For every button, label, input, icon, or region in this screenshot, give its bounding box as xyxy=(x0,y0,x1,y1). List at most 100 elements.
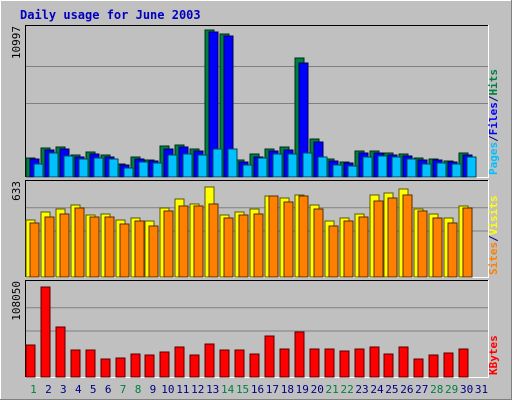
x-axis-day-label: 31 xyxy=(475,383,488,396)
bar-sites-day-1 xyxy=(29,222,40,278)
bar-sites-day-2 xyxy=(44,216,55,278)
bar-sites-day-10 xyxy=(163,210,174,278)
bar-kbytes-day-13 xyxy=(204,343,215,378)
bar-pages-day-3 xyxy=(63,155,74,178)
x-axis-day-label: 12 xyxy=(191,383,204,396)
bar-pages-day-23 xyxy=(362,156,373,178)
x-axis-day-label: 7 xyxy=(120,383,127,396)
bar-pages-day-20 xyxy=(317,156,328,178)
x-axis-day-label: 1 xyxy=(30,383,37,396)
bar-sites-day-13 xyxy=(208,203,219,278)
bar-sites-day-26 xyxy=(402,194,413,278)
bar-kbytes-day-5 xyxy=(85,349,96,378)
panel-scale-label: 10997 xyxy=(10,26,23,59)
x-axis-day-label: 19 xyxy=(296,383,309,396)
bar-sites-day-27 xyxy=(417,210,428,278)
x-axis-day-label: 8 xyxy=(135,383,142,396)
bar-pages-day-13 xyxy=(212,148,223,178)
bar-pages-day-4 xyxy=(78,158,89,178)
bar-sites-day-15 xyxy=(238,214,249,278)
panel-bars xyxy=(25,286,469,378)
panel-legend: Sites/Visits xyxy=(487,196,500,276)
bar-pages-day-24 xyxy=(377,155,388,178)
bar-sites-day-21 xyxy=(328,225,339,278)
bar-kbytes-day-17 xyxy=(264,335,275,378)
bar-sites-day-19 xyxy=(298,195,309,278)
x-axis-day-label: 28 xyxy=(430,383,443,396)
x-axis-day-label: 25 xyxy=(385,383,398,396)
x-axis-day-label: 20 xyxy=(311,383,324,396)
bar-pages-day-17 xyxy=(272,153,283,178)
x-axis-day-label: 11 xyxy=(176,383,189,396)
x-axis-day-label: 15 xyxy=(236,383,249,396)
legend-entry: / xyxy=(487,235,500,242)
bar-kbytes-day-9 xyxy=(144,354,155,378)
x-axis-day-label: 9 xyxy=(150,383,157,396)
bar-kbytes-day-8 xyxy=(130,353,141,378)
legend-entry: / xyxy=(487,95,500,102)
bar-pages-day-26 xyxy=(406,158,417,178)
panel-visits-sites: 633 Sites/Visits xyxy=(10,180,500,278)
panel-bars xyxy=(25,186,473,278)
bar-sites-day-6 xyxy=(104,216,115,278)
bar-sites-day-28 xyxy=(432,217,443,278)
x-axis-day-label: 26 xyxy=(400,383,413,396)
panel-kbytes: 108050 KBytes xyxy=(10,280,500,378)
legend-entry: Sites xyxy=(487,242,500,275)
bar-sites-day-9 xyxy=(148,225,159,278)
bar-kbytes-day-28 xyxy=(428,354,439,378)
bar-kbytes-day-21 xyxy=(324,348,335,378)
bar-kbytes-day-16 xyxy=(249,353,260,378)
x-axis-day-label: 13 xyxy=(206,383,219,396)
bar-sites-day-4 xyxy=(74,207,85,278)
x-axis-day-label: 30 xyxy=(460,383,473,396)
bar-pages-day-30 xyxy=(466,156,477,178)
legend-entry: Pages xyxy=(487,142,500,175)
bar-pages-day-19 xyxy=(302,152,313,178)
x-axis-day-label: 27 xyxy=(415,383,428,396)
panel-legend: Pages/Files/Hits xyxy=(487,69,500,175)
bar-kbytes-day-12 xyxy=(189,354,200,378)
bar-sites-day-20 xyxy=(313,208,324,278)
legend-entry: Files xyxy=(487,102,500,135)
bar-pages-day-1 xyxy=(33,163,44,178)
bar-kbytes-day-7 xyxy=(115,357,126,378)
bar-pages-day-14 xyxy=(227,148,238,178)
bar-kbytes-day-11 xyxy=(174,346,185,378)
bar-kbytes-day-3 xyxy=(55,326,66,378)
bar-pages-day-15 xyxy=(242,164,253,178)
bar-pages-day-22 xyxy=(347,165,358,178)
bar-pages-day-5 xyxy=(93,157,104,178)
bar-pages-day-12 xyxy=(197,154,208,178)
bar-pages-day-21 xyxy=(332,164,343,178)
bar-sites-day-16 xyxy=(253,213,264,278)
bar-sites-day-14 xyxy=(223,217,234,278)
x-axis-day-label: 17 xyxy=(266,383,279,396)
bar-pages-day-27 xyxy=(421,163,432,178)
bar-sites-day-8 xyxy=(134,220,145,278)
bar-sites-day-17 xyxy=(268,195,279,278)
bar-sites-day-23 xyxy=(358,216,369,278)
panel-legend: KBytes xyxy=(487,335,500,375)
bar-pages-day-29 xyxy=(451,163,462,178)
panel-area xyxy=(25,25,488,177)
bar-kbytes-day-29 xyxy=(443,352,454,378)
bar-pages-day-25 xyxy=(391,156,402,178)
x-axis-day-label: 5 xyxy=(90,383,97,396)
legend-entry: Visits xyxy=(487,196,500,236)
chart-title: Daily usage for June 2003 xyxy=(20,8,201,22)
bar-sites-day-29 xyxy=(447,222,458,278)
x-axis-day-label: 10 xyxy=(161,383,174,396)
x-axis-day-label: 22 xyxy=(340,383,353,396)
chart-panels: 10997Pages/Files/Hits633Sites/Visits1080… xyxy=(10,25,500,378)
bar-kbytes-day-30 xyxy=(458,348,469,378)
bar-kbytes-day-10 xyxy=(159,351,170,378)
bar-sites-day-7 xyxy=(119,223,130,278)
bar-kbytes-day-23 xyxy=(354,348,365,378)
bar-sites-day-11 xyxy=(178,205,189,278)
bar-pages-day-7 xyxy=(123,167,134,178)
legend-entry: KBytes xyxy=(487,335,500,375)
bar-pages-day-16 xyxy=(257,157,268,178)
bar-kbytes-day-22 xyxy=(339,350,350,378)
